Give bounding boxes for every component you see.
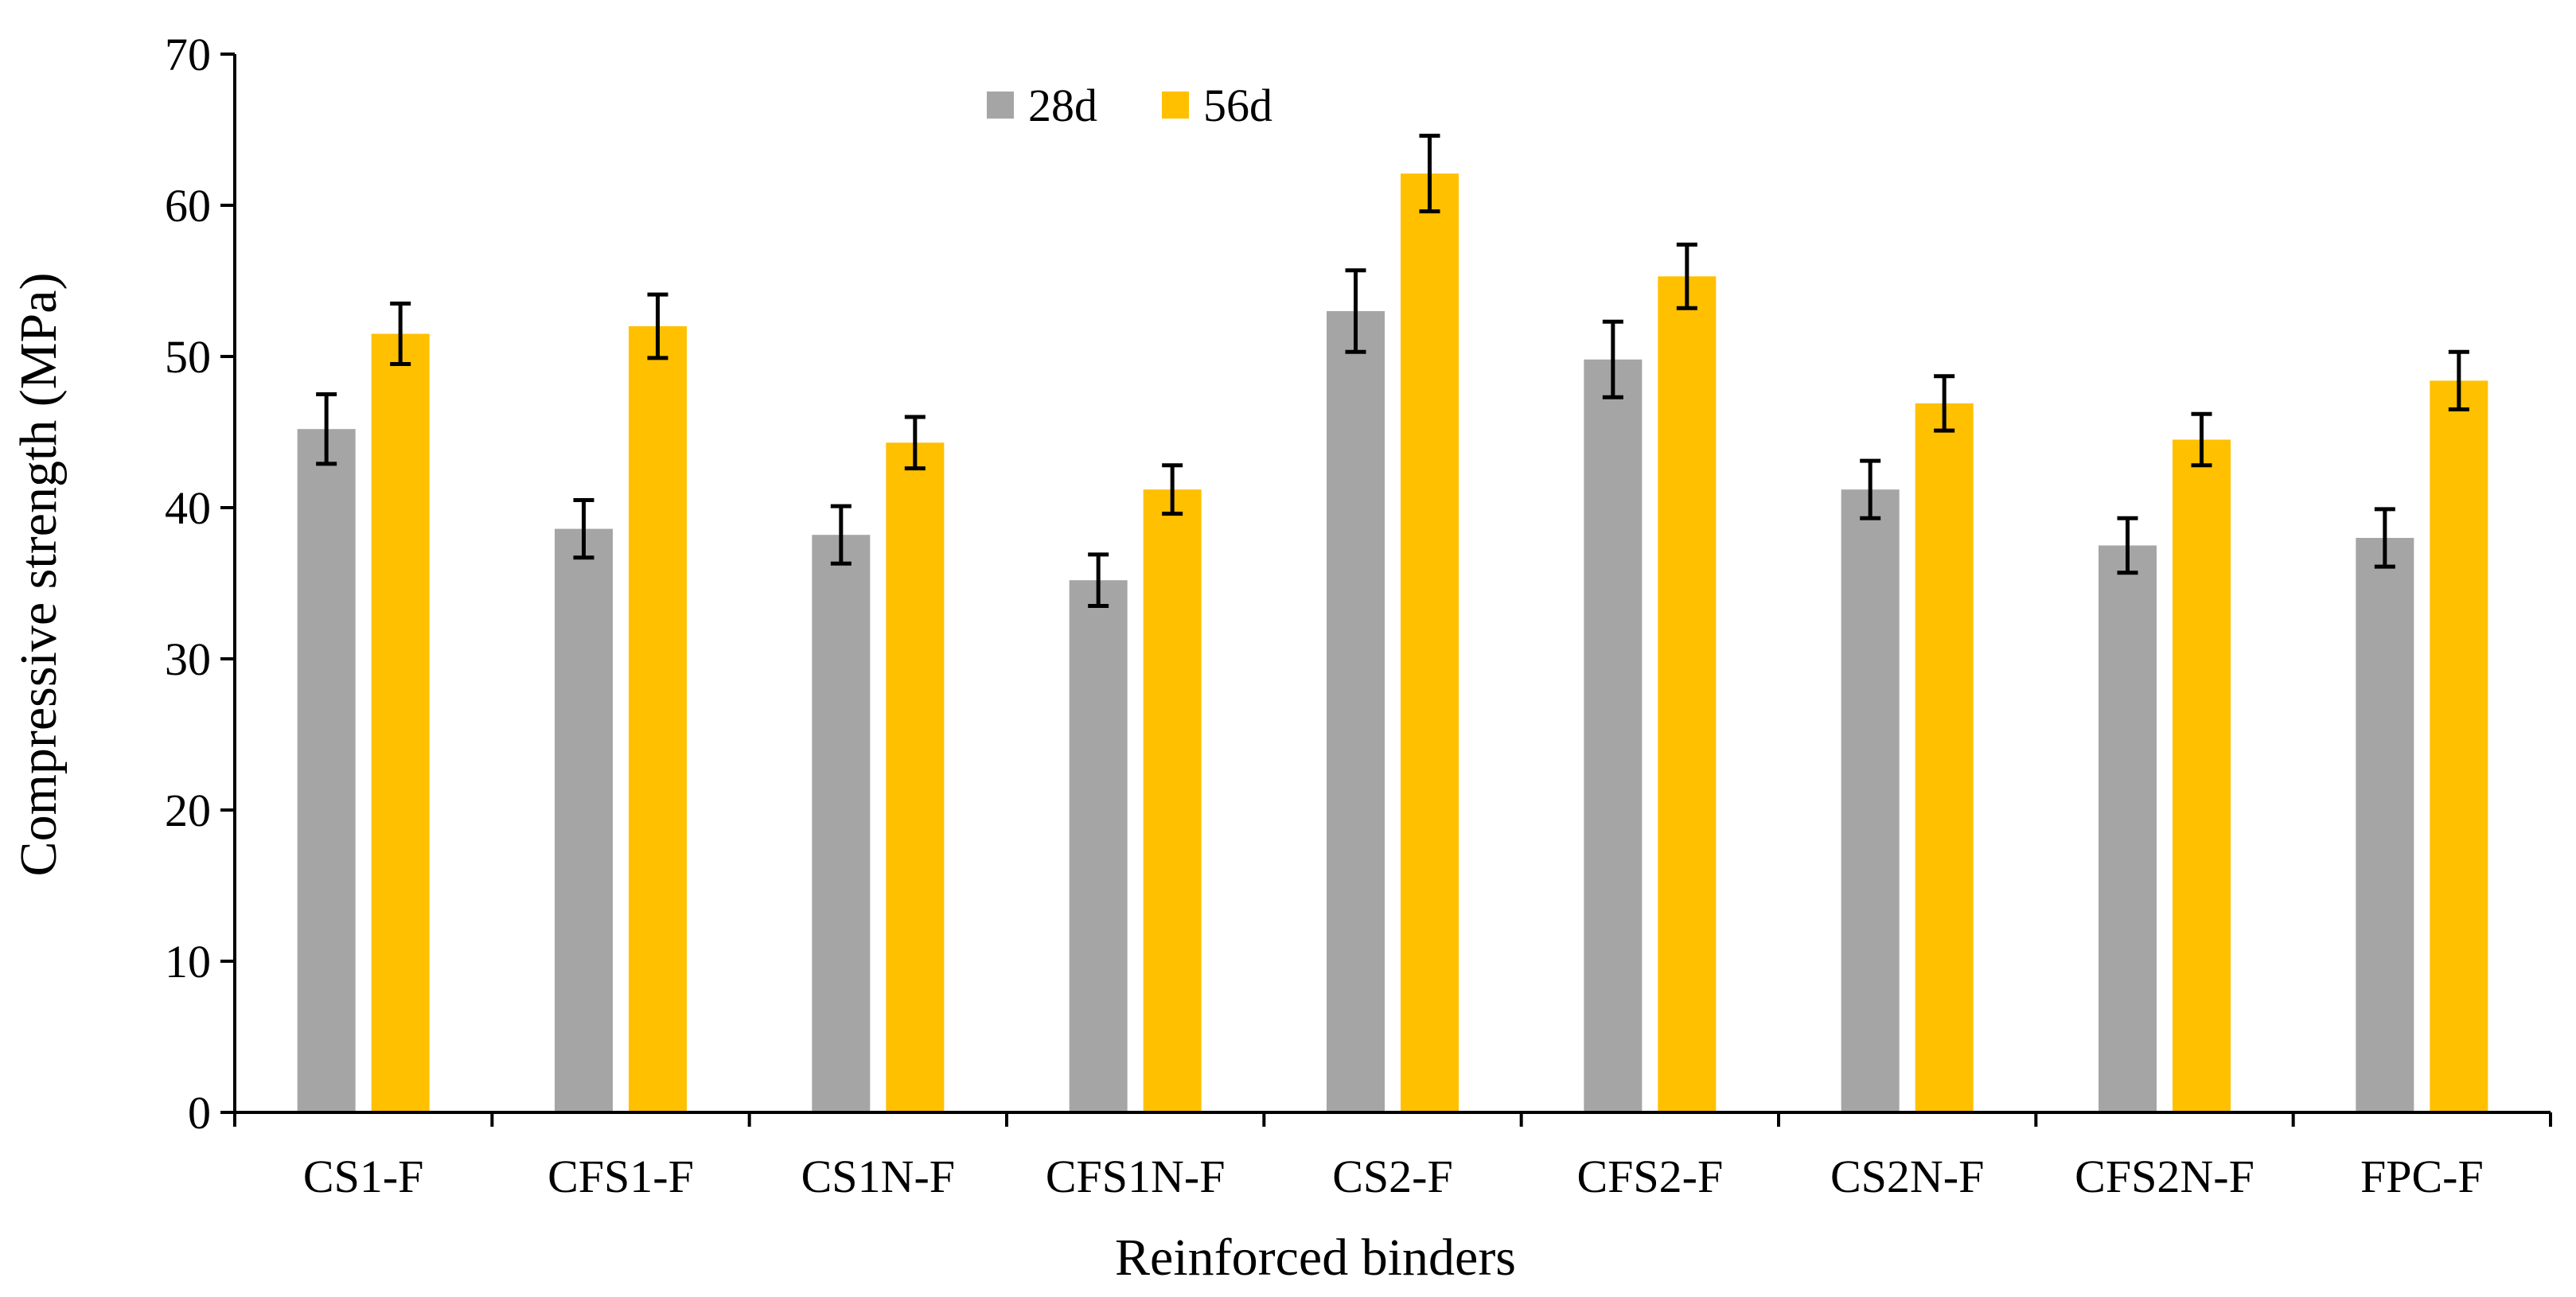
axes-layer (233, 54, 2551, 1114)
bar-56d-CFS1-F (629, 326, 687, 1112)
bar-56d-CS2-F (1401, 173, 1459, 1113)
bar-56d-CS1N-F (886, 442, 945, 1112)
error-bars-layer (316, 134, 2469, 608)
bar-28d-CFS2-F (1584, 359, 1643, 1112)
legend: 28d 56d (987, 80, 1272, 131)
bar-28d-CFS2N-F (2099, 545, 2157, 1112)
legend-swatch-28d (987, 92, 1014, 119)
bar-28d-CS1-F (297, 429, 356, 1112)
legend-label-56d: 56d (1203, 80, 1272, 131)
x-axis-title: Reinforced binders (1115, 1229, 1516, 1287)
x-tick-label: CFS2N-F (2075, 1151, 2254, 1202)
bar-56d-CFS1N-F (1143, 489, 1202, 1112)
y-tick-label: 20 (165, 785, 211, 836)
legend-label-28d: 28d (1028, 80, 1097, 131)
x-tick-label: CS2N-F (1830, 1151, 1984, 1202)
bar-28d-CFS1-F (555, 528, 613, 1112)
y-axis-title: Compressive strength (MPa) (10, 273, 68, 877)
y-tick-label: 0 (188, 1087, 211, 1139)
x-ticks-layer: CS1-F CFS1-F CS1N-F CFS1N-F CS2-F CFS2-F CS2N-… (233, 1112, 2552, 1202)
bar-56d-CS1-F (371, 333, 430, 1112)
y-tick-label: 50 (165, 331, 211, 383)
bar-56d-CFS2N-F (2173, 439, 2231, 1112)
x-tick-label: CFS1-F (548, 1151, 694, 1202)
bar-28d-CFS1N-F (1069, 580, 1128, 1112)
bar-56d-FPC-F (2430, 380, 2488, 1112)
bar-56d-CS2N-F (1915, 403, 1974, 1112)
bars-layer (297, 173, 2488, 1113)
bar-28d-FPC-F (2356, 538, 2414, 1112)
bar-28d-CS2-F (1327, 311, 1385, 1112)
y-tick-label: 40 (165, 482, 211, 534)
y-tick-label: 10 (165, 936, 211, 987)
y-tick-label: 60 (165, 180, 211, 232)
bar-56d-CFS2-F (1658, 276, 1717, 1112)
x-tick-label: CS2-F (1332, 1151, 1453, 1202)
y-tick-label: 70 (165, 29, 211, 80)
x-tick-label: CFS2-F (1576, 1151, 1723, 1202)
bar-28d-CS2N-F (1841, 489, 1900, 1112)
x-tick-label: CS1N-F (801, 1151, 955, 1202)
x-tick-label: CS1-F (303, 1151, 424, 1202)
y-tick-label: 30 (165, 633, 211, 685)
legend-swatch-56d (1162, 92, 1189, 119)
x-tick-label: FPC-F (2360, 1151, 2484, 1202)
x-tick-label: CFS1N-F (1046, 1151, 1226, 1202)
y-ticks-layer: 0 10 20 30 40 50 60 70 (165, 29, 235, 1139)
bar-28d-CS1N-F (812, 535, 871, 1112)
